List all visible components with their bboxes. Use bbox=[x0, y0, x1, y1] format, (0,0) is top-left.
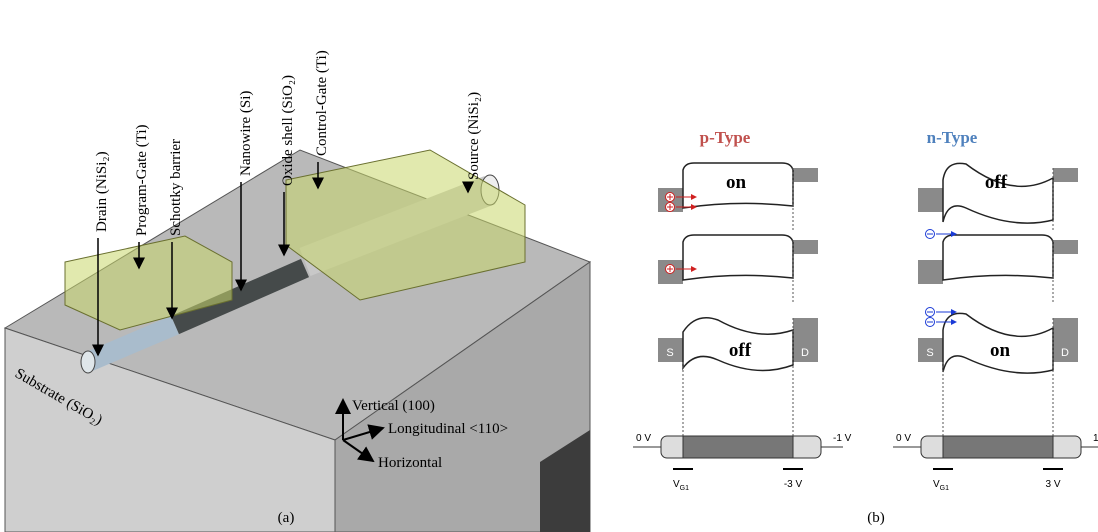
voltage-label: 1 V bbox=[1093, 433, 1098, 444]
contact bbox=[1053, 240, 1078, 254]
state-label: off bbox=[729, 340, 752, 361]
band bbox=[683, 235, 793, 280]
caption: (b) bbox=[867, 510, 885, 526]
column-title: p-Type bbox=[700, 128, 751, 147]
voltage-label: 0 V bbox=[636, 433, 651, 444]
state-label: off bbox=[985, 172, 1008, 193]
callout-label: Oxide shell (SiO₂) bbox=[280, 75, 296, 186]
voltage-label: 0 V bbox=[896, 433, 911, 444]
contact-label: S bbox=[666, 347, 673, 359]
contact bbox=[793, 168, 818, 182]
state-label: on bbox=[990, 340, 1011, 361]
contact bbox=[793, 240, 818, 254]
voltage-label: -3 V bbox=[784, 479, 803, 490]
voltage-sub: G1 bbox=[940, 485, 949, 492]
caption: (a) bbox=[278, 510, 295, 526]
voltage-label: 3 V bbox=[1045, 479, 1060, 490]
callout-label: Schottky barrier bbox=[168, 139, 184, 236]
callout-label: Drain (NiSi₂) bbox=[94, 151, 110, 232]
wire-channel bbox=[683, 436, 793, 458]
device-schematic: 0 V -1 V VG1 -3 V bbox=[633, 362, 852, 492]
contact-label: S bbox=[926, 347, 933, 359]
voltage-label: -1 V bbox=[833, 433, 852, 444]
voltage-label: VG1 bbox=[673, 479, 689, 492]
band bbox=[943, 235, 1053, 280]
band-diagram: off bbox=[918, 163, 1078, 230]
band-diagram bbox=[658, 235, 818, 302]
band-diagram: on S D bbox=[918, 308, 1078, 381]
contact-label: D bbox=[1061, 347, 1069, 359]
contact bbox=[918, 260, 943, 284]
state-label: on bbox=[726, 172, 747, 193]
contact bbox=[918, 188, 943, 212]
callout-label: Nanowire (Si) bbox=[238, 91, 254, 176]
axis-label: Horizontal bbox=[378, 455, 442, 471]
axis-label: Vertical (100) bbox=[352, 398, 435, 414]
contact-label: D bbox=[801, 347, 809, 359]
callout-label: Program-Gate (Ti) bbox=[134, 124, 150, 236]
contact bbox=[1053, 168, 1078, 182]
voltage-label: VG1 bbox=[933, 479, 949, 492]
device-schematic: 0 V 1 V VG1 3 V bbox=[893, 362, 1098, 492]
callout-label: Control-Gate (Ti) bbox=[314, 50, 330, 156]
figure: Vertical (100) Longitudinal <110> Horizo… bbox=[0, 0, 1098, 532]
band-diagram bbox=[918, 230, 1078, 303]
callout-label: Source (NiSi₂) bbox=[466, 92, 482, 180]
column-title: n-Type bbox=[927, 128, 978, 147]
band-diagram: on bbox=[658, 163, 818, 230]
axis-label: Longitudinal <110> bbox=[388, 421, 508, 437]
band-diagram: off S D bbox=[658, 318, 818, 380]
voltage-sub: G1 bbox=[680, 485, 689, 492]
wire-channel bbox=[943, 436, 1053, 458]
